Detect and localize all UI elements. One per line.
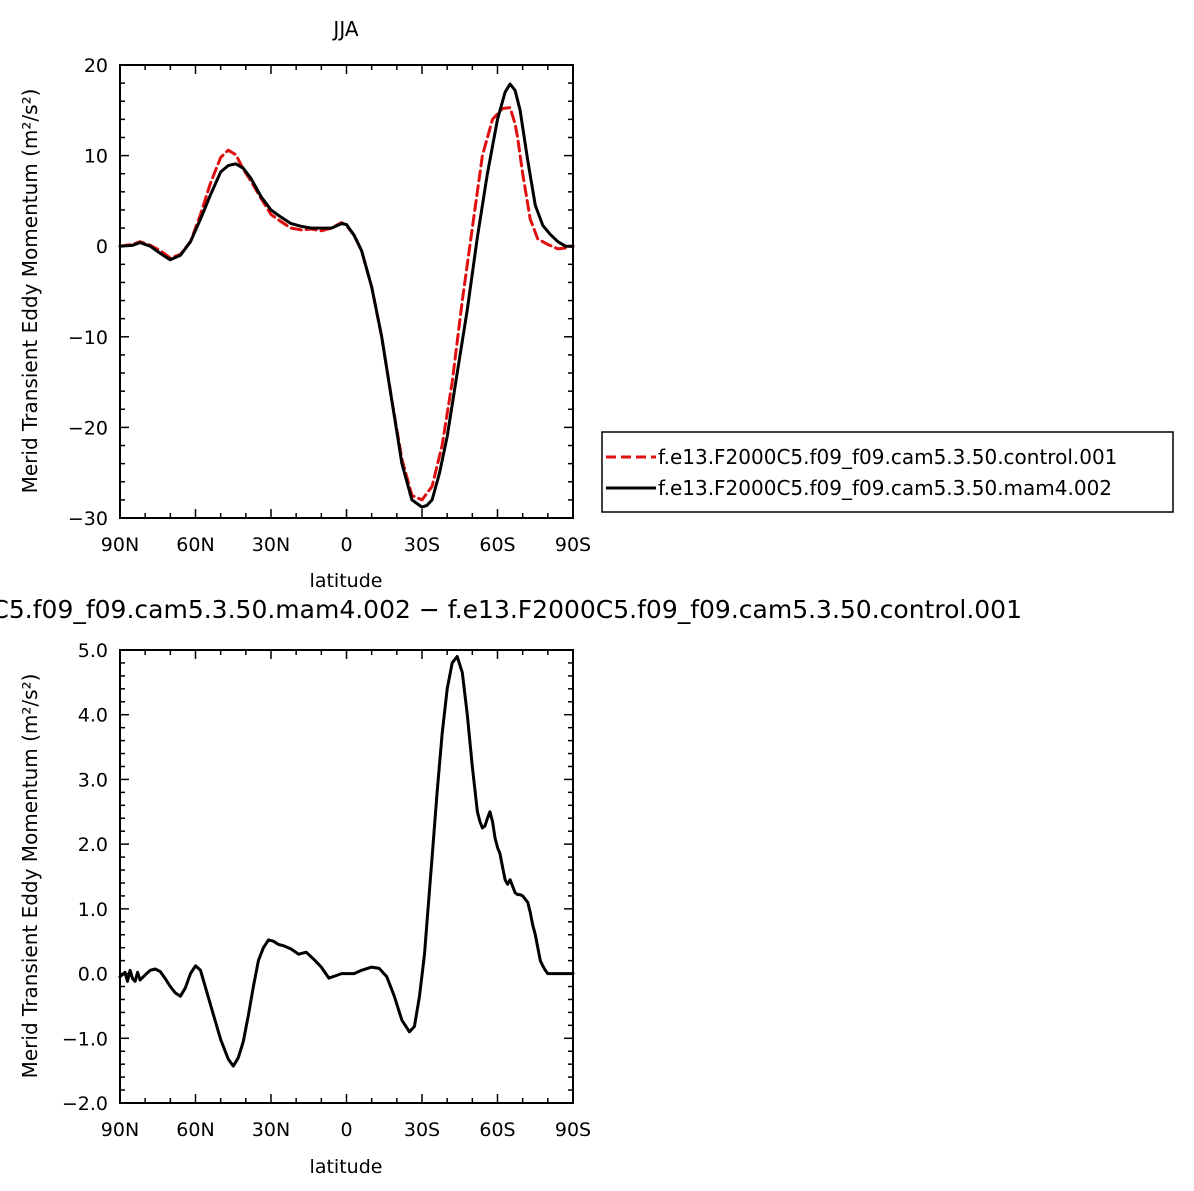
y-tick-label: −1.0	[62, 1028, 108, 1050]
series-line-0	[118, 106, 575, 502]
x-tick-label: 60N	[176, 1119, 214, 1141]
x-tick-label: 30N	[252, 534, 290, 556]
series-line-1	[118, 82, 575, 509]
y-tick-label: 3.0	[78, 769, 108, 791]
legend-box	[601, 431, 1174, 513]
bottom-plot-xlabel: latitude	[310, 1156, 383, 1178]
y-tick-label: −20	[68, 417, 108, 439]
bottom-plot-ylabel: Merid Transient Eddy Momentum (m²/s²)	[18, 674, 42, 1079]
x-tick-label: 30N	[252, 1119, 290, 1141]
y-tick-label: 20	[84, 55, 108, 77]
y-tick-label: 0.0	[78, 964, 108, 986]
series-line-0	[118, 655, 575, 1068]
top-plot-lines	[118, 82, 575, 509]
bottom-plot-title: f.e13.F2000C5.f09_f09.cam5.3.50.mam4.002…	[0, 595, 1022, 624]
top-plot-frame	[119, 64, 574, 519]
bottom-plot-ticks: 90N 60N 30N 0 30S 60S 90S 5.0 4.0 3.0 2.0 1.0 0.0 −1.…	[62, 640, 591, 1141]
top-plot-ticks: 90N 60N 30N 0 30S 60S 90S 20 10 0 −10 −20 −30	[68, 55, 591, 556]
y-tick-label: −10	[68, 327, 108, 349]
bottom-panel: f.e13.F2000C5.f09_f09.cam5.3.50.mam4.002…	[0, 595, 1022, 1178]
x-tick-label: 60N	[176, 534, 214, 556]
y-tick-label: 0	[96, 236, 108, 258]
y-tick-label: −2.0	[62, 1093, 108, 1115]
x-tick-label: 90N	[101, 1119, 139, 1141]
y-tick-label: 5.0	[78, 640, 108, 662]
y-tick-label: 10	[84, 146, 108, 168]
top-panel: JJA 90N 60N 30N 0 30S 60S 90S 20 10 0 −10 −20 −30 la…	[18, 17, 1174, 592]
x-tick-label: 90N	[101, 534, 139, 556]
legend-label: f.e13.F2000C5.f09_f09.cam5.3.50.control.…	[658, 445, 1117, 469]
bottom-plot-frame	[119, 649, 574, 1104]
x-tick-label: 30S	[404, 534, 440, 556]
x-tick-label: 90S	[555, 1119, 591, 1141]
x-tick-label: 60S	[479, 1119, 515, 1141]
bottom-plot-lines	[118, 655, 575, 1068]
top-plot-xlabel: latitude	[310, 570, 383, 592]
y-tick-label: −30	[68, 508, 108, 530]
x-tick-label: 30S	[404, 1119, 440, 1141]
x-tick-label: 0	[340, 1119, 352, 1141]
x-tick-label: 60S	[479, 534, 515, 556]
legend-label: f.e13.F2000C5.f09_f09.cam5.3.50.mam4.002	[658, 476, 1112, 500]
x-tick-label: 0	[340, 534, 352, 556]
y-tick-label: 1.0	[78, 899, 108, 921]
top-plot-title: JJA	[331, 17, 358, 41]
y-tick-label: 2.0	[78, 834, 108, 856]
x-tick-label: 90S	[555, 534, 591, 556]
y-tick-label: 4.0	[78, 705, 108, 727]
top-plot-legend: f.e13.F2000C5.f09_f09.cam5.3.50.control.…	[601, 431, 1174, 513]
top-plot-ylabel: Merid Transient Eddy Momentum (m²/s²)	[18, 89, 42, 494]
